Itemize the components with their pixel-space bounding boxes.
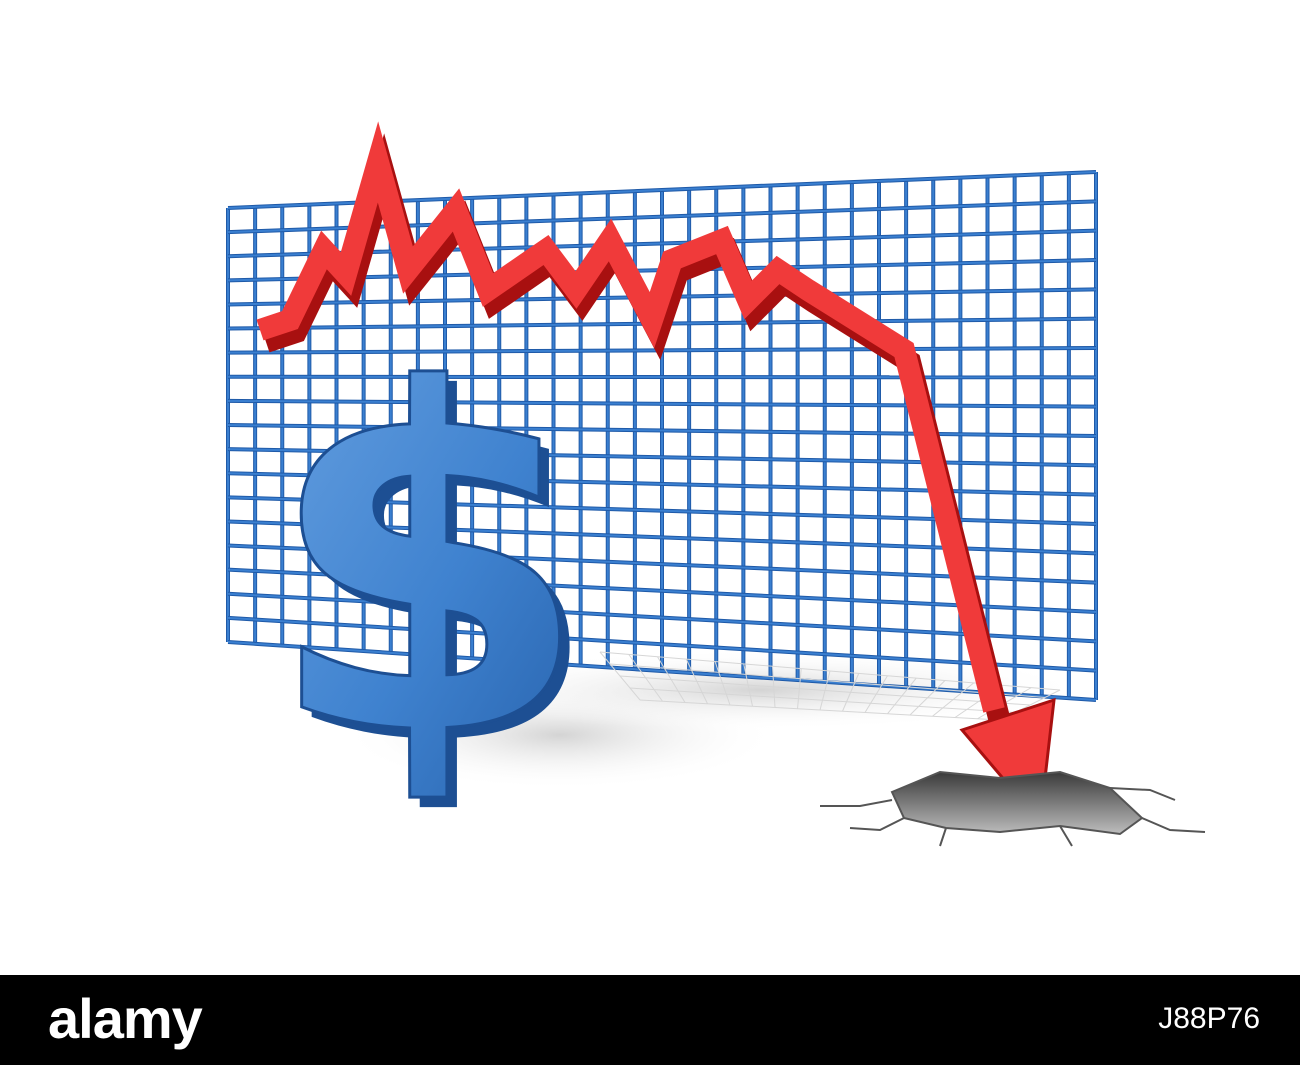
brand-logo: alamy bbox=[48, 987, 203, 1050]
grid-line bbox=[227, 592, 1097, 643]
image-id-label: J88P76 bbox=[1158, 1002, 1260, 1035]
grid-line bbox=[227, 399, 1097, 408]
illustration-canvas: $ $ bbox=[226, 121, 1206, 850]
grid-line bbox=[609, 663, 1046, 698]
dollar-sign-shadow: $ bbox=[274, 302, 601, 849]
grid-line bbox=[227, 616, 1097, 672]
grid-line bbox=[227, 448, 1097, 467]
grid-line bbox=[639, 699, 1001, 721]
watermark-footer: alamy J88P76 bbox=[0, 975, 1300, 1065]
dollar-sign-icon: $ $ bbox=[263, 291, 602, 850]
grid-line bbox=[227, 568, 1097, 613]
grid-line bbox=[629, 687, 1016, 713]
dollar-sign-glyph: $ bbox=[264, 292, 591, 839]
grid-line bbox=[227, 424, 1097, 437]
illustration: $ $ bbox=[226, 121, 1206, 850]
floor-shadow-grid bbox=[430, 650, 1090, 730]
grid-line bbox=[619, 675, 1031, 706]
ground-crack bbox=[820, 770, 1206, 847]
grid-line bbox=[227, 375, 1097, 379]
